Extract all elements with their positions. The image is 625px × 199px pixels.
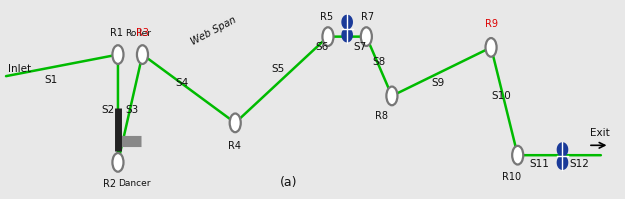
- Circle shape: [229, 113, 241, 132]
- Text: S7: S7: [353, 42, 366, 52]
- Text: R1: R1: [111, 28, 123, 38]
- Text: R8: R8: [375, 111, 388, 121]
- Text: R10: R10: [502, 172, 521, 182]
- Text: R4: R4: [228, 141, 241, 151]
- Polygon shape: [342, 28, 352, 42]
- Text: R9: R9: [484, 19, 498, 29]
- Text: R7: R7: [361, 12, 374, 22]
- Text: S6: S6: [315, 42, 328, 52]
- Text: S12: S12: [569, 159, 589, 169]
- Text: R2: R2: [103, 179, 116, 189]
- Circle shape: [137, 45, 148, 64]
- Circle shape: [361, 27, 372, 46]
- Circle shape: [112, 153, 124, 172]
- Text: R5: R5: [321, 12, 334, 22]
- Circle shape: [322, 27, 334, 46]
- Text: S2: S2: [102, 105, 115, 115]
- Text: Roller: Roller: [126, 28, 151, 38]
- Text: Web Span: Web Span: [189, 15, 238, 47]
- Circle shape: [386, 87, 398, 105]
- Text: S9: S9: [431, 78, 444, 88]
- Text: S3: S3: [125, 105, 139, 115]
- Text: R3: R3: [136, 28, 149, 38]
- Text: Dancer: Dancer: [118, 179, 151, 188]
- Circle shape: [486, 38, 497, 57]
- Text: S10: S10: [492, 91, 512, 101]
- Text: S11: S11: [529, 159, 549, 169]
- Text: S5: S5: [271, 64, 284, 74]
- Text: Exit: Exit: [590, 128, 610, 138]
- Text: (a): (a): [280, 176, 298, 189]
- Text: S8: S8: [372, 57, 386, 67]
- Polygon shape: [342, 15, 352, 29]
- Circle shape: [512, 146, 523, 165]
- Text: S1: S1: [44, 75, 58, 85]
- Text: Inlet: Inlet: [8, 64, 31, 74]
- Polygon shape: [558, 143, 568, 156]
- Text: S4: S4: [175, 78, 189, 88]
- Circle shape: [112, 45, 124, 64]
- Polygon shape: [558, 156, 568, 169]
